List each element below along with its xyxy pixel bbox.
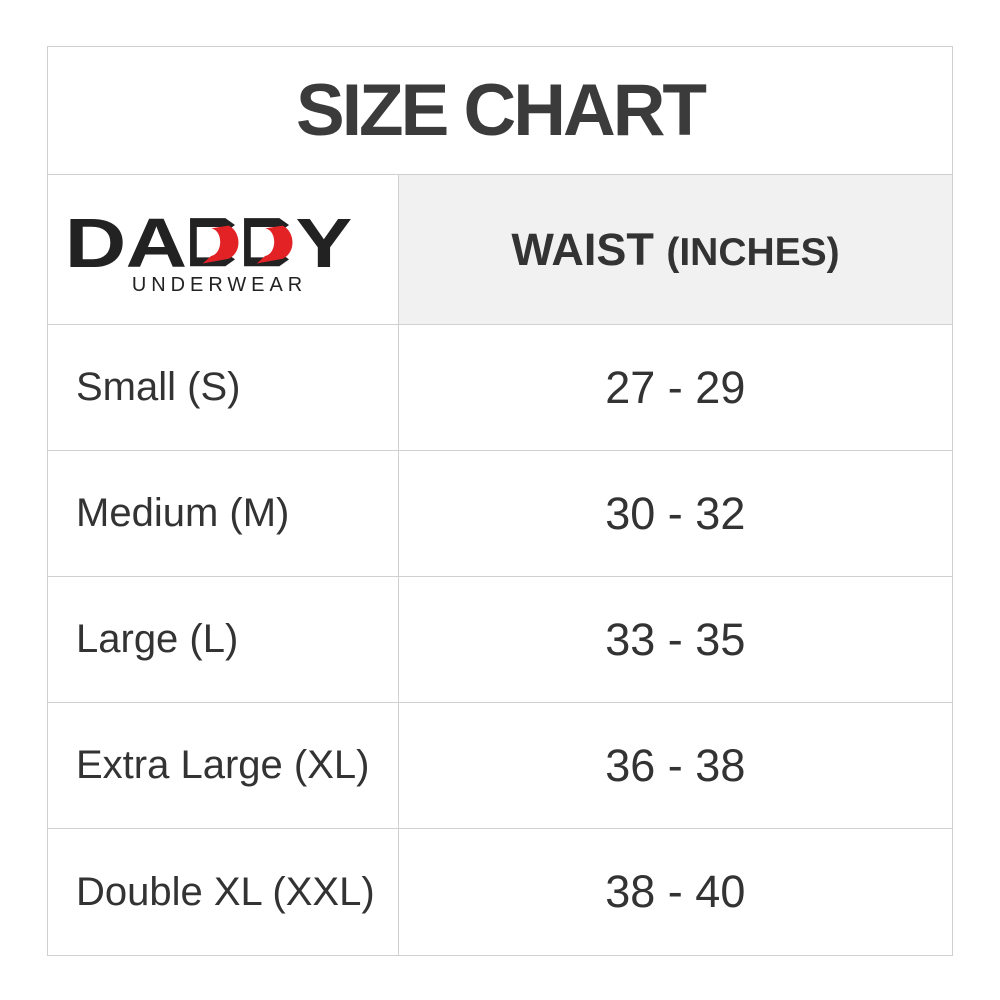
svg-text:Y: Y	[296, 205, 353, 282]
svg-text:UNDERWEAR: UNDERWEAR	[132, 273, 307, 295]
svg-text:D: D	[65, 205, 126, 282]
svg-text:A: A	[126, 205, 187, 282]
